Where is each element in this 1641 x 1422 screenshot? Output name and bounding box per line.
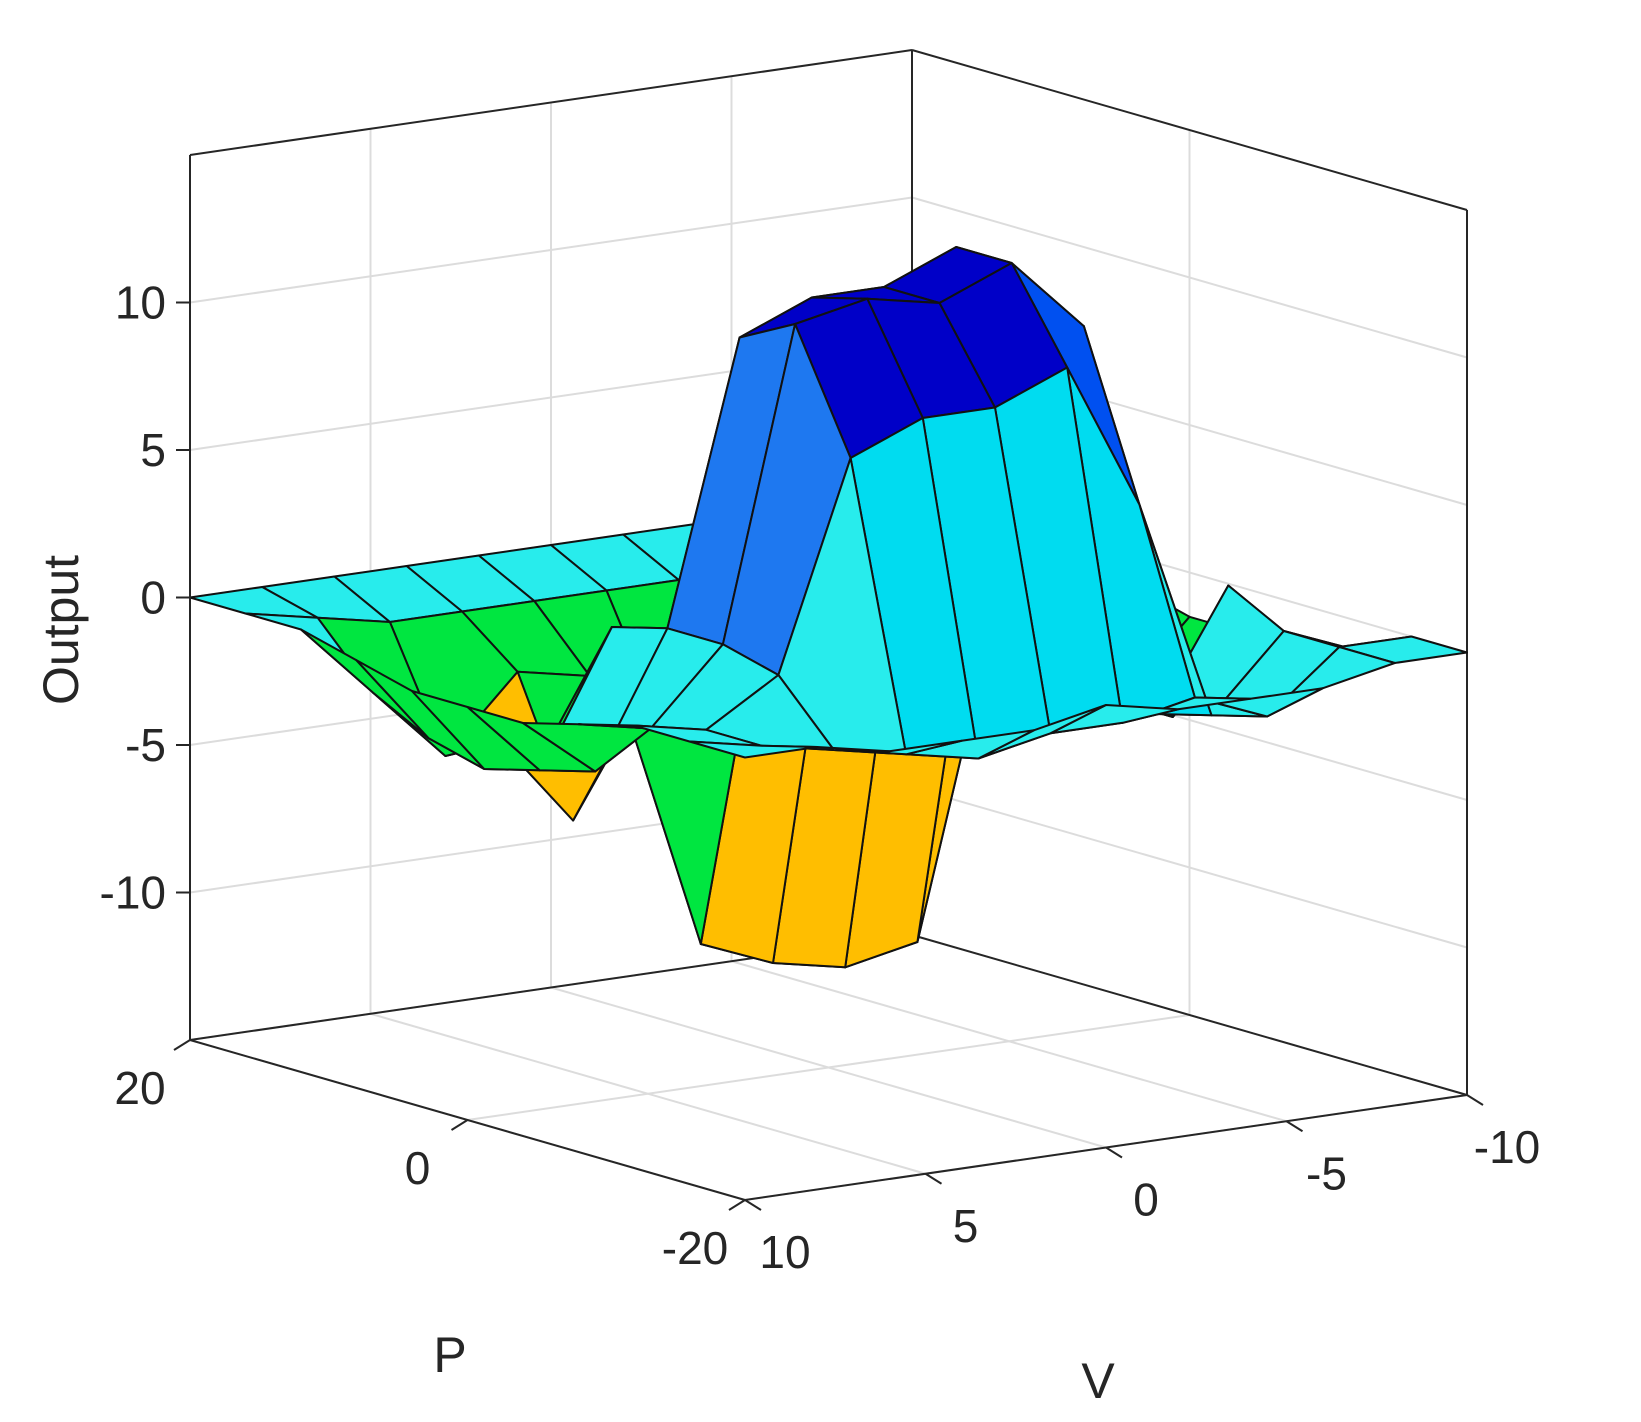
y-tick-label: -5 [1306,1147,1347,1199]
y-tick-mark [1466,1094,1484,1106]
y-tick-label: 0 [1133,1174,1159,1226]
surface-face [688,740,819,759]
front-axes: 10 5 0 -5 -10 20 0 -20 10 5 0 -5 -10 [100,155,1540,1278]
z-tick-label: -10 [100,867,166,919]
box-edge [189,49,913,156]
grid-line-y [731,960,1287,1123]
y-tick-mark [744,1199,762,1211]
z-tick-label: -5 [125,719,166,771]
y-tick-label: 10 [759,1226,810,1278]
grid-line-y [370,1012,926,1175]
surface-mesh [189,246,1468,969]
y-tick-mark [924,1172,943,1185]
x-axis-label: P [433,1327,466,1383]
box-edge [911,934,1468,1096]
x-tick-mark [728,1199,746,1211]
x-tick-label: 0 [405,1142,431,1194]
x-tick-mark [450,1119,469,1131]
y-axis-label: V [1081,1353,1115,1409]
y-tick-mark [1285,1120,1304,1133]
y-tick-label: -10 [1474,1121,1540,1173]
z-tick-label: 10 [115,277,166,329]
y-tick-label: 5 [953,1200,979,1252]
z-tick-label: 5 [140,424,166,476]
z-tick-label: 0 [140,572,166,624]
y-tick-mark [1105,1146,1123,1159]
box-edge [911,49,1468,211]
x-tick-label: -20 [662,1222,728,1274]
z-axis-label: Output [33,555,89,705]
grid-line-y [550,986,1107,1149]
axis-labels: Output P V [33,555,1115,1409]
x-tick-label: 20 [114,1062,165,1114]
x-tick-mark [173,1039,191,1051]
